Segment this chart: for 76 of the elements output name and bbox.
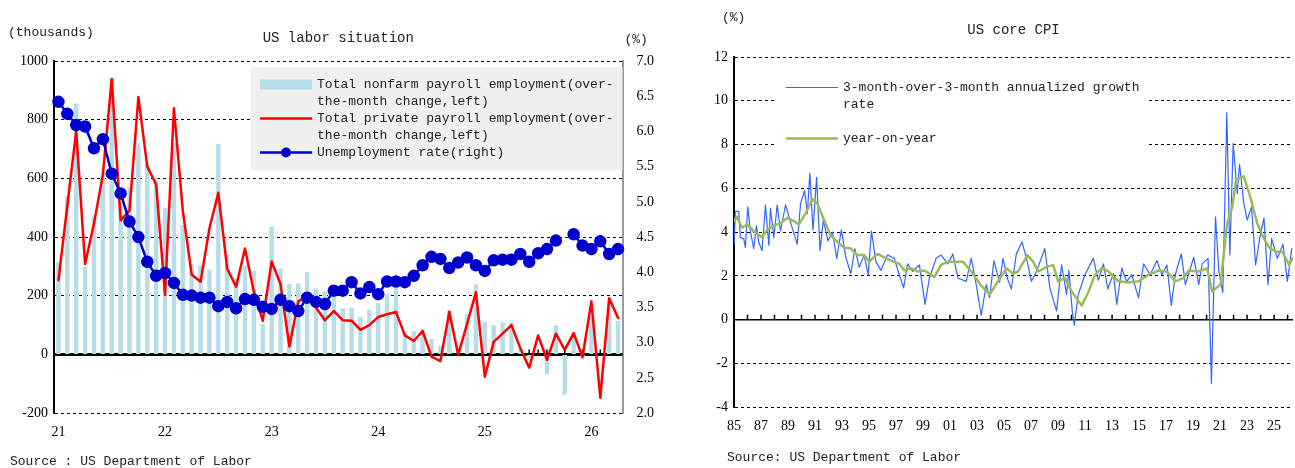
legend-label: Total nonfarm payroll employment(over-the-month change,left) [317,76,614,109]
x-tick-label: 21 [51,424,66,440]
bar [340,308,345,354]
y-tick-label: 4 [721,223,728,239]
x-tick-label: 25 [477,424,492,440]
x-tick-label: 97 [889,418,904,434]
y-axis-title: (thousands) [8,25,94,41]
x-tick-label: 11 [1078,418,1092,434]
y-tick-label: 2 [721,267,728,283]
x-tick-label: 24 [371,424,386,440]
x-tick-label: 17 [1159,418,1174,434]
x-tick-label: 13 [1105,418,1120,434]
y2-axis-title: (%) [624,32,648,48]
y-axis-title: (%) [722,10,746,26]
y-tick-label: 12 [714,48,728,64]
x-tick-label: 95 [862,418,877,434]
x-tick-label: 07 [1024,418,1039,434]
y2-tick-label: 3.0 [636,334,654,350]
bar [260,323,265,354]
y-tick-label: -2 [716,355,728,371]
y-tick-label: 0 [721,311,728,327]
bar [500,322,505,354]
y-tick-label: 600 [27,170,48,186]
x-tick-label: 85 [727,418,741,434]
source-note: Source : US Department of Labor [10,454,252,468]
y2-tick-label: 2.5 [636,369,654,385]
y2-tick-label: 3.5 [636,299,654,315]
source-note: Source: US Department of Labor [727,450,962,466]
x-tick-label: 89 [781,418,796,434]
x-tick-label: 23 [264,424,279,440]
x-tick-label: 26 [584,424,599,440]
y2-tick-label: 7.0 [636,52,654,68]
y-tick-label: 6 [721,180,728,195]
chart-title: US core CPI [967,21,1060,38]
y-tick-label: 200 [27,287,48,303]
y-tick-label: -200 [22,404,48,420]
y-tick-label: -4 [716,398,728,414]
x-tick-label: 21 [1213,418,1228,434]
x-tick-label: 25 [1267,418,1282,434]
x-tick-label: 22 [158,424,173,440]
bar [367,309,372,354]
bar [562,355,567,395]
bar [349,307,354,354]
y2-tick-label: 6.0 [636,123,654,139]
x-tick-label: 87 [754,418,768,434]
bar [82,266,88,354]
x-tick-label: 05 [997,418,1012,434]
legend-label: Total private payroll employment(over-the-month change,left) [317,110,614,143]
y-tick-label: 1000 [20,52,48,68]
x-tick-label: 99 [916,418,931,434]
x-tick-label: 03 [970,418,985,434]
x-tick-label: 19 [1186,418,1201,434]
y-tick-label: 400 [27,228,48,244]
x-tick-label: 23 [1240,418,1255,434]
y2-tick-label: 5.0 [636,193,654,209]
legend-label: Unemployment rate(right) [317,144,505,160]
legend-label: 3-month-over-3-month annualized growth rate [843,79,1140,112]
y2-tick-label: 2.0 [636,404,654,420]
y2-tick-label: 4.5 [636,228,654,244]
x-tick-label: 91 [808,418,823,434]
y-tick-label: 800 [27,111,48,127]
y2-tick-label: 6.5 [636,87,654,103]
x-tick-label: 01 [943,418,958,434]
y2-tick-label: 5.5 [636,158,654,174]
chart-title: US labor situation [262,29,414,46]
x-tick-label: 09 [1051,418,1066,434]
bar [65,196,70,354]
x-tick-label: 93 [835,418,850,434]
y-tick-label: 8 [721,136,728,152]
bar [56,261,61,354]
x-tick-label: 15 [1132,418,1147,434]
y-tick-label: 10 [714,92,728,108]
y2-tick-label: 4.0 [636,263,654,279]
y-tick-label: 0 [41,346,48,362]
bar [358,316,363,354]
legend-label: year-on-year [843,130,937,146]
